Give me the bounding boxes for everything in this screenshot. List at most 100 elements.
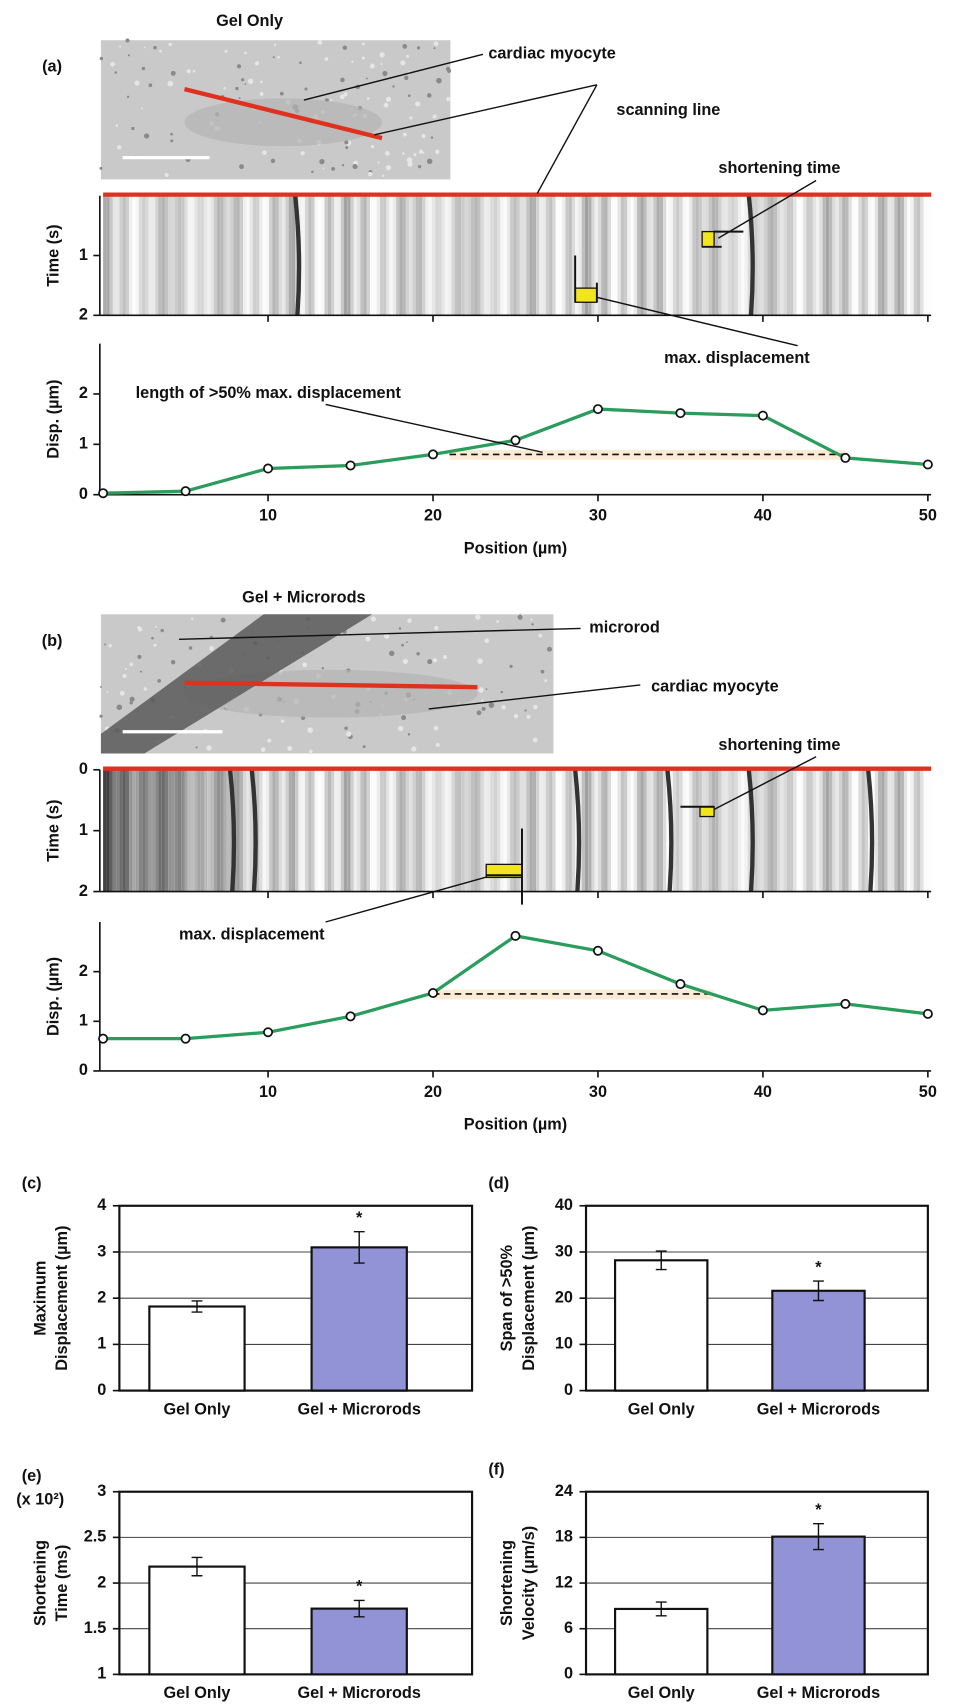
kymograph-stripe xyxy=(698,769,703,892)
kymograph-stripe xyxy=(112,195,117,316)
y-tick-label: 18 xyxy=(555,1528,573,1546)
micrograph-speck xyxy=(153,45,157,50)
kymograph-stripe xyxy=(383,195,387,316)
kymograph-stripe xyxy=(187,195,191,316)
kymograph-stripe xyxy=(171,769,175,892)
data-point xyxy=(757,410,768,421)
kymograph-stripe xyxy=(470,769,475,892)
micrograph-speck xyxy=(352,164,358,170)
kymograph-stripe xyxy=(217,769,221,892)
kymograph-stripe xyxy=(151,195,156,316)
kymograph-stripe xyxy=(887,195,891,316)
micrograph-speck xyxy=(361,42,365,46)
kymograph-stripe xyxy=(467,769,471,892)
kymograph-stripe xyxy=(829,195,833,316)
kymograph-stripe xyxy=(148,195,152,316)
micrograph-speck xyxy=(435,742,440,747)
kymograph-stripe xyxy=(438,195,442,316)
scanning-line xyxy=(184,680,478,690)
significance-marker: * xyxy=(815,1501,822,1519)
panel-label: (a) xyxy=(42,58,62,76)
micrograph-speck xyxy=(191,617,194,620)
bar xyxy=(310,1607,408,1676)
micrograph-speck xyxy=(309,749,313,754)
kymograph-stripe xyxy=(239,195,244,316)
kymograph-stripe xyxy=(363,195,367,316)
bar xyxy=(148,1305,246,1392)
micrograph-speck xyxy=(532,737,538,743)
kymograph-stripe xyxy=(431,769,436,892)
kymograph-stripe xyxy=(129,769,133,892)
x-tick-label: 20 xyxy=(424,507,442,525)
x-axis-label: Position (µm) xyxy=(464,539,567,557)
micrograph-speck xyxy=(407,618,412,623)
data-point xyxy=(592,404,603,415)
micrograph-speck xyxy=(370,144,375,149)
leader-line xyxy=(428,684,641,710)
kymograph-stripe xyxy=(799,769,804,892)
kymograph-stripe xyxy=(324,195,328,316)
kymograph-stripe xyxy=(604,769,608,892)
micrograph-speck xyxy=(106,691,109,694)
kymograph-stripe xyxy=(177,195,182,316)
kymograph-stripe xyxy=(308,195,312,316)
micrograph-speck xyxy=(99,166,103,170)
kymograph-stripe xyxy=(304,195,309,316)
kymograph-stripe xyxy=(588,195,592,316)
kymograph-stripe xyxy=(754,769,758,892)
kymograph-stripe xyxy=(806,769,810,892)
micrograph-speck xyxy=(126,95,130,99)
kymograph-stripe xyxy=(764,195,768,316)
kymograph-stripe xyxy=(376,769,380,892)
micrograph-speck xyxy=(435,149,440,154)
kymograph-stripe xyxy=(148,769,152,892)
micrograph-speck xyxy=(244,83,247,85)
micrograph-speck xyxy=(434,625,439,631)
kymograph-stripe xyxy=(614,195,618,316)
error-bar xyxy=(655,1250,667,1271)
micrograph-speck xyxy=(192,69,196,73)
micrograph-speck xyxy=(401,715,407,721)
scanning-line xyxy=(183,87,383,141)
kymograph-stripe xyxy=(480,769,485,892)
kymograph-stripe xyxy=(718,769,722,892)
micrograph-speck xyxy=(170,139,174,143)
micrograph-speck xyxy=(115,124,119,127)
kymograph-stripe xyxy=(301,769,305,892)
kymograph-stripe xyxy=(291,195,296,316)
micrograph-speck xyxy=(125,667,128,670)
micrograph-speck xyxy=(129,696,135,702)
kymograph-stripe xyxy=(288,195,292,316)
micrograph-speck xyxy=(141,66,146,71)
kymograph-stripe xyxy=(529,769,533,892)
micrograph-speck xyxy=(383,102,389,108)
kymograph-stripe xyxy=(204,769,208,892)
y-tick-label: 0 xyxy=(79,485,88,503)
kymograph-stripe xyxy=(676,195,680,316)
kymograph-stripe xyxy=(571,769,576,892)
leader-line xyxy=(303,53,484,101)
micrograph-speck xyxy=(254,61,260,66)
kymograph-stripe xyxy=(259,769,263,892)
kymograph-stripe xyxy=(584,195,589,316)
micrograph-speck xyxy=(127,54,131,57)
kymograph-stripe xyxy=(236,769,240,892)
micrograph-speck xyxy=(365,636,371,642)
kymograph-stripe xyxy=(715,195,719,316)
leader-line xyxy=(374,84,598,136)
kymograph-stripe xyxy=(685,769,690,892)
micrograph-speck xyxy=(426,158,433,165)
y-tick-label: 2 xyxy=(79,962,88,980)
kymograph-stripe xyxy=(568,195,572,316)
kymograph-stripe xyxy=(275,195,279,316)
kymograph-stripe xyxy=(194,195,198,316)
micrograph-speck xyxy=(321,667,325,670)
kymograph-stripe xyxy=(920,769,924,892)
kymograph-stripe xyxy=(497,195,501,316)
kymograph-stripe xyxy=(607,195,611,316)
kymograph-stripe xyxy=(640,195,644,316)
y-tick-label: 0 xyxy=(564,1381,573,1399)
micrograph-speck xyxy=(509,664,513,668)
data-point xyxy=(345,460,356,471)
kymograph-stripe xyxy=(910,195,914,316)
